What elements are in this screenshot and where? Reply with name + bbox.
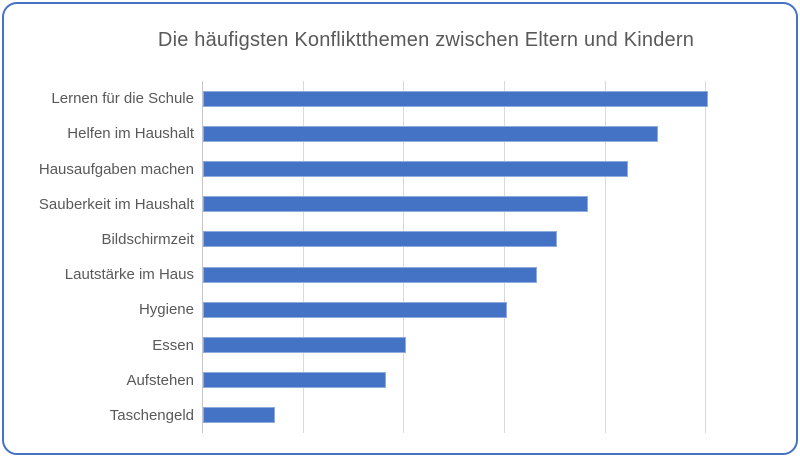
bar-track xyxy=(203,257,796,292)
category-label: Lernen für die Schule xyxy=(51,90,194,108)
plot-area: Lernen für die Schule Helfen im Haushalt H… xyxy=(4,81,796,433)
bar xyxy=(203,90,709,107)
bar-track xyxy=(203,151,796,186)
category-label: Aufstehen xyxy=(126,371,194,389)
bar xyxy=(203,161,628,177)
bar-track xyxy=(203,222,796,257)
category-label: Sauberkeit im Haushalt xyxy=(38,195,194,213)
bar-track xyxy=(203,363,796,398)
chart-row: Hygiene xyxy=(4,292,796,327)
category-label: Bildschirmzeit xyxy=(101,230,194,248)
gridline xyxy=(705,81,707,433)
bar xyxy=(203,372,387,389)
bar-rows: Lernen für die Schule Helfen im Haushalt H… xyxy=(4,81,796,433)
bar xyxy=(203,196,588,213)
bar-track xyxy=(203,327,796,362)
bar-track xyxy=(203,398,796,433)
bar xyxy=(203,301,507,318)
chart-row: Essen xyxy=(4,327,796,362)
bar xyxy=(203,407,276,424)
bar xyxy=(203,125,658,142)
value-axis-line xyxy=(202,81,203,433)
category-label: Taschengeld xyxy=(109,406,194,424)
category-label: Essen xyxy=(152,336,194,354)
gridline xyxy=(604,81,606,433)
chart-row: Hausaufgaben machen xyxy=(4,151,796,186)
bar-track xyxy=(203,292,796,327)
bar xyxy=(203,266,538,283)
category-label: Helfen im Haushalt xyxy=(67,125,194,143)
category-label: Hygiene xyxy=(138,301,194,319)
chart-row: Helfen im Haushalt xyxy=(4,116,796,151)
chart-row: Lautstärke im Haus xyxy=(4,257,796,292)
category-label: Hausaufgaben machen xyxy=(38,160,194,178)
chart-row: Bildschirmzeit xyxy=(4,222,796,257)
gridline xyxy=(403,81,405,433)
bar xyxy=(203,337,407,354)
bar xyxy=(203,231,558,248)
chart-row: Sauberkeit im Haushalt xyxy=(4,187,796,222)
chart-row: Taschengeld xyxy=(4,398,796,433)
gridline xyxy=(302,81,304,433)
bar-track xyxy=(203,116,796,151)
chart-title: Die häufigsten Konfliktthemen zwischen E… xyxy=(157,29,695,51)
chart-row: Lernen für die Schule xyxy=(4,81,796,116)
bar-track xyxy=(203,187,796,222)
bar-track xyxy=(203,81,796,116)
gridline xyxy=(504,81,505,433)
category-label: Lautstärke im Haus xyxy=(64,266,194,284)
chart-row: Aufstehen xyxy=(4,363,796,398)
gridlines xyxy=(202,81,796,433)
